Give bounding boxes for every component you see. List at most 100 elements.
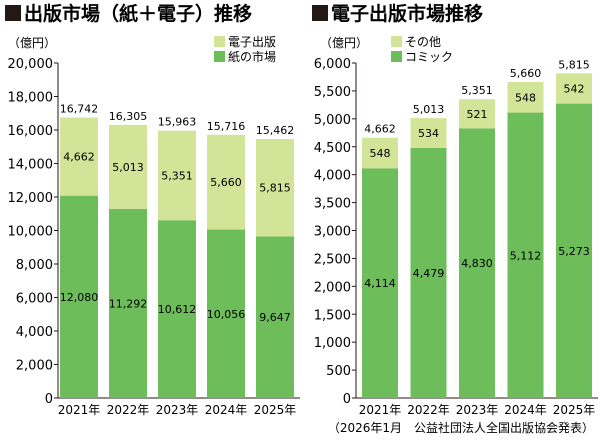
chart1-value-label: 5,660	[210, 176, 242, 189]
chart1-bar-電子出版	[207, 134, 245, 230]
chart1-unit-label: （億円）	[8, 36, 56, 50]
chart1-value-label: 12,080	[60, 291, 99, 304]
chart2-value-label: 5,112	[510, 249, 542, 262]
chart1-title: 出版市場（紙＋電子）推移	[24, 2, 252, 25]
chart2-y-tick-label: 2,000	[314, 280, 351, 295]
chart2-x-tick-label: 2022年	[407, 403, 450, 417]
chart2-bar-その他	[556, 73, 592, 104]
chart2-y-tick-label: 1,000	[314, 336, 351, 351]
chart2-total-label: 5,013	[413, 103, 445, 116]
chart2-bar-コミック	[362, 168, 398, 398]
chart2-total-label: 5,815	[558, 58, 590, 71]
chart1-y-tick-label: 10,000	[8, 225, 54, 240]
chart2-y-tick-label: 5,000	[314, 113, 351, 128]
chart2-total-label: 5,660	[510, 67, 542, 80]
chart2-y-tick-label: 500	[326, 364, 351, 379]
chart2-y-tick-label: 0	[343, 392, 351, 407]
chart2-value-label: 542	[564, 82, 585, 95]
chart1-value-label: 9,647	[259, 311, 291, 324]
chart2-x-tick-label: 2023年	[456, 403, 499, 417]
chart2-title: 電子出版市場推移	[331, 2, 483, 25]
chart1-legend-swatch	[214, 36, 225, 47]
chart1-bar-電子出版	[158, 130, 196, 221]
chart1-x-tick-label: 2021年	[58, 403, 101, 417]
chart1-value-label: 10,056	[207, 308, 246, 321]
chart1-legend-label: 電子出版	[228, 35, 276, 49]
chart1-y-tick-label: 18,000	[8, 91, 54, 106]
chart2-y-tick-label: 4,500	[314, 141, 351, 156]
chart2-legend-label: その他	[405, 35, 441, 49]
chart1-x-tick-label: 2024年	[205, 403, 248, 417]
chart1-bar-電子出版	[109, 124, 147, 209]
chart1-y-tick-label: 16,000	[8, 124, 54, 139]
chart1-x-tick-label: 2023年	[156, 403, 199, 417]
chart2-y-tick-label: 5,500	[314, 85, 351, 100]
chart1-x-tick-label: 2025年	[254, 403, 297, 417]
chart1-y-tick-label: 8,000	[16, 258, 53, 273]
chart1-total-label: 15,462	[256, 124, 295, 137]
chart1-bar-紙の市場	[60, 195, 98, 398]
chart1-bar-紙の市場	[158, 220, 196, 398]
chart1-legend-swatch	[214, 51, 225, 62]
chart1-value-label: 10,612	[158, 303, 197, 316]
chart2-legend-swatch	[391, 36, 402, 47]
chart2-unit-label: （億円）	[320, 36, 368, 50]
chart1-y-tick-label: 6,000	[16, 292, 53, 307]
source-note: （2026年1月 公益社団法人全国出版協会発表）	[328, 420, 594, 435]
chart1-y-tick-label: 14,000	[8, 158, 54, 173]
chart1-bar-電子出版	[256, 139, 294, 237]
chart1-y-tick-label: 12,000	[8, 191, 54, 206]
chart1-bar-紙の市場	[207, 229, 245, 398]
chart1-value-label: 5,351	[161, 169, 193, 182]
chart2-value-label: 534	[418, 127, 439, 140]
chart1-y-tick-label: 4,000	[16, 325, 53, 340]
chart1-value-label: 5,013	[112, 161, 144, 174]
chart2-value-label: 4,830	[461, 257, 493, 270]
chart2-y-tick-label: 1,500	[314, 308, 351, 323]
chart2-bar-その他	[362, 137, 398, 169]
chart2-title-marker	[312, 5, 328, 21]
chart2-y-tick-label: 4,000	[314, 169, 351, 184]
chart1-total-label: 15,963	[158, 116, 197, 129]
chart2-bar-その他	[459, 99, 495, 129]
chart1-y-tick-label: 20,000	[8, 57, 54, 72]
chart1-title-marker	[5, 5, 21, 21]
chart1-y-tick-label: 2,000	[16, 359, 53, 374]
chart2-total-label: 5,351	[461, 84, 493, 97]
chart2-legend-label: コミック	[405, 50, 453, 64]
chart2-value-label: 4,114	[364, 277, 396, 290]
chart1-total-label: 15,716	[207, 120, 246, 133]
chart2-value-label: 521	[467, 108, 488, 121]
chart1-value-label: 5,815	[259, 182, 291, 195]
chart2-x-tick-label: 2021年	[359, 403, 402, 417]
chart1-bar-電子出版	[60, 117, 98, 196]
chart1-value-label: 4,662	[63, 151, 95, 164]
chart2-y-tick-label: 3,500	[314, 197, 351, 212]
chart2-bar-コミック	[410, 147, 447, 398]
chart1-bar-紙の市場	[109, 208, 147, 398]
chart2-value-label: 5,273	[558, 245, 590, 258]
chart1-bar-紙の市場	[256, 236, 294, 398]
chart2-bar-コミック	[507, 112, 544, 398]
chart2-y-tick-label: 6,000	[314, 57, 351, 72]
chart1-total-label: 16,742	[60, 103, 99, 116]
chart2-bar-コミック	[459, 128, 495, 398]
chart2-total-label: 4,662	[364, 123, 396, 136]
chart2-value-label: 4,479	[413, 267, 445, 280]
chart2-bar-その他	[507, 81, 544, 113]
chart1-total-label: 16,305	[109, 110, 148, 123]
chart1-x-tick-label: 2022年	[107, 403, 150, 417]
chart2-value-label: 548	[370, 147, 391, 160]
chart1-value-label: 11,292	[109, 297, 148, 310]
chart2-value-label: 548	[515, 91, 536, 104]
chart2-y-tick-label: 2,500	[314, 252, 351, 267]
chart1-y-tick-label: 0	[45, 392, 53, 407]
chart2-y-tick-label: 3,000	[314, 225, 351, 240]
chart2-x-tick-label: 2024年	[504, 403, 547, 417]
chart2-bar-その他	[410, 118, 447, 148]
chart2-legend-swatch	[391, 51, 402, 62]
chart2-x-tick-label: 2025年	[553, 403, 596, 417]
chart2-bar-コミック	[556, 103, 592, 399]
chart1-legend-label: 紙の市場	[228, 49, 276, 64]
